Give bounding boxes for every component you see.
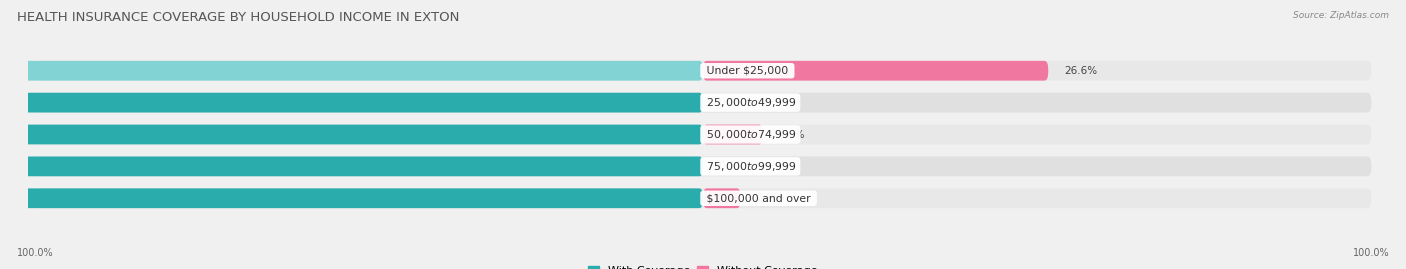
Text: $100,000 and over: $100,000 and over <box>703 193 814 203</box>
FancyBboxPatch shape <box>35 61 1371 81</box>
Text: $75,000 to $99,999: $75,000 to $99,999 <box>703 160 797 173</box>
Text: $50,000 to $74,999: $50,000 to $74,999 <box>703 128 797 141</box>
FancyBboxPatch shape <box>35 157 1371 176</box>
FancyBboxPatch shape <box>0 93 703 112</box>
Text: 0.0%: 0.0% <box>718 98 745 108</box>
FancyBboxPatch shape <box>35 188 1371 208</box>
FancyBboxPatch shape <box>0 157 703 176</box>
FancyBboxPatch shape <box>0 61 703 81</box>
FancyBboxPatch shape <box>35 125 1371 144</box>
Text: 26.6%: 26.6% <box>1064 66 1097 76</box>
Text: Source: ZipAtlas.com: Source: ZipAtlas.com <box>1294 11 1389 20</box>
Text: 0.0%: 0.0% <box>718 161 745 171</box>
Text: 100.0%: 100.0% <box>17 248 53 258</box>
Text: HEALTH INSURANCE COVERAGE BY HOUSEHOLD INCOME IN EXTON: HEALTH INSURANCE COVERAGE BY HOUSEHOLD I… <box>17 11 460 24</box>
Legend: With Coverage, Without Coverage: With Coverage, Without Coverage <box>583 261 823 269</box>
Text: 4.6%: 4.6% <box>779 129 804 140</box>
FancyBboxPatch shape <box>703 188 741 208</box>
Text: 100.0%: 100.0% <box>1353 248 1389 258</box>
Text: 2.9%: 2.9% <box>756 193 783 203</box>
FancyBboxPatch shape <box>703 61 1049 81</box>
FancyBboxPatch shape <box>35 93 1371 112</box>
FancyBboxPatch shape <box>703 125 762 144</box>
FancyBboxPatch shape <box>0 188 703 208</box>
Text: Under $25,000: Under $25,000 <box>703 66 792 76</box>
FancyBboxPatch shape <box>0 125 703 144</box>
Text: $25,000 to $49,999: $25,000 to $49,999 <box>703 96 797 109</box>
